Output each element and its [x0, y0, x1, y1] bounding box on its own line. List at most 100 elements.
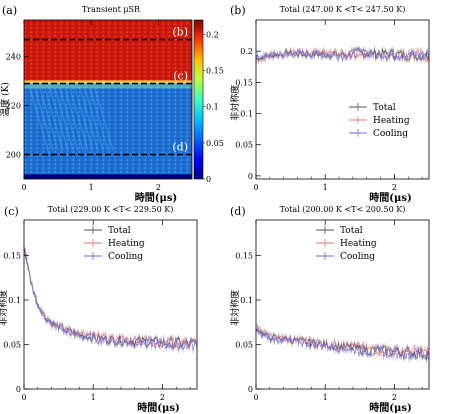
y-tick-label: 0.15 — [235, 252, 253, 261]
colorbar-tick-label: 0 — [206, 175, 211, 184]
y-tick-label: 0.05 — [235, 341, 253, 350]
plot-frame — [255, 219, 430, 390]
panel-label: (c) — [4, 205, 19, 218]
heatmap-band — [24, 82, 192, 175]
y-tick-label: 0 — [16, 385, 21, 394]
stripe — [29, 88, 49, 151]
x-tick-label: 2 — [156, 183, 161, 192]
y-tick-label: 200 — [6, 151, 21, 160]
x-axis-label: 時間(μs) — [135, 191, 177, 204]
chart-title: Total (229.00 K <T< 229.50 K) — [48, 205, 174, 214]
x-tick-label: 1 — [323, 393, 328, 402]
series-line — [255, 324, 430, 359]
panel-label: (b) — [230, 4, 246, 17]
legend-label: Cooling — [108, 252, 143, 262]
x-tick-label: 0 — [253, 183, 258, 192]
y-tick-label: 0.15 — [235, 78, 253, 87]
stripe — [34, 88, 54, 151]
legend-label: Heating — [340, 239, 377, 249]
colorbar-tick-label: 0.2 — [206, 30, 219, 39]
x-axis-label: 時間(μs) — [137, 401, 179, 414]
y-tick-label: 0.05 — [235, 141, 253, 150]
stripe — [69, 88, 89, 151]
dashed-line-label: (d) — [172, 141, 188, 154]
y-tick-label: 0.15 — [3, 252, 21, 261]
y-axis-label: 温度 (K) — [0, 82, 11, 117]
stripe — [54, 88, 74, 151]
y-tick-label: 0 — [248, 172, 253, 181]
stripe — [39, 88, 59, 151]
y-axis-label: 非対称度 — [229, 290, 241, 326]
dashed-line-label: (b) — [172, 26, 188, 39]
colorbar-tick-label: 0.1 — [206, 103, 219, 112]
stripe — [59, 88, 79, 151]
y-tick-label: 0.2 — [240, 47, 253, 56]
x-tick-label: 1 — [89, 183, 94, 192]
stripe — [94, 88, 114, 151]
dashed-line-label: (c) — [173, 70, 188, 83]
legend-label: Total — [373, 103, 396, 113]
stripe — [79, 88, 99, 151]
stripe — [84, 88, 104, 151]
x-tick-label: 1 — [323, 183, 328, 192]
stripe — [89, 88, 109, 151]
y-tick-label: 0.1 — [240, 296, 253, 305]
y-tick-label: 0.1 — [8, 296, 21, 305]
transition-band — [24, 83, 192, 89]
colorbar — [193, 19, 204, 180]
panel-label: (a) — [2, 4, 17, 17]
x-tick-label: 2 — [392, 393, 397, 402]
series-line — [255, 329, 430, 361]
panel-label: (d) — [230, 205, 246, 218]
legend-label: Heating — [108, 239, 145, 249]
x-axis-label: 時間(μs) — [369, 401, 411, 414]
plot-frame — [255, 19, 430, 180]
series-line — [23, 247, 198, 349]
series-line — [255, 47, 430, 63]
y-tick-label: 220 — [6, 102, 21, 111]
legend-label: Total — [108, 226, 131, 236]
x-tick-label: 0 — [253, 393, 258, 402]
panel-a: (a) Transient μSR (b) (c) (d) 0.2 0.15 0.1 0.05 0… — [0, 4, 224, 204]
series-line — [23, 246, 198, 351]
y-axis-label: 非対称度 — [0, 290, 9, 326]
x-tick-label: 0 — [21, 183, 26, 192]
panel-c: (c) Total (229.00 K <T< 229.50 K) Total Hea… — [0, 205, 198, 414]
y-tick-label: 0.05 — [3, 341, 21, 350]
heatmap — [24, 20, 192, 179]
chart-title: Total (200.00 K <T< 200.50 K) — [280, 205, 406, 214]
legend-label: Total — [340, 226, 363, 236]
y-tick-label: 240 — [6, 53, 21, 62]
series-line — [255, 47, 430, 62]
x-tick-label: 2 — [392, 183, 397, 192]
heatmap-band — [24, 174, 192, 179]
panel-d: (d) Total (200.00 K <T< 200.50 K) Total Hea… — [229, 205, 430, 414]
stripe — [49, 88, 69, 151]
series-line — [23, 246, 198, 350]
legend-label: Cooling — [373, 129, 408, 139]
x-tick-label: 2 — [160, 393, 165, 402]
series-group — [255, 322, 430, 363]
x-tick-label: 1 — [91, 393, 96, 402]
plot-frame — [23, 219, 198, 390]
stripe — [64, 88, 84, 151]
plot-frame — [23, 19, 193, 180]
chart-title: Total (247.00 K <T< 247.50 K) — [280, 5, 406, 14]
legend-label: Heating — [373, 116, 410, 126]
y-tick-label: 0 — [248, 385, 253, 394]
stripe — [44, 88, 64, 151]
x-axis-label: 時間(μs) — [369, 191, 411, 204]
colorbar-tick-label: 0.15 — [206, 67, 224, 76]
colorbar-tick-label: 0.05 — [206, 139, 224, 148]
panel-b: (b) Total (247.00 K <T< 247.50 K) Total Hea… — [229, 4, 430, 204]
y-axis-label: 非対称度 — [229, 85, 241, 121]
legend-label: Cooling — [340, 252, 375, 262]
y-tick-label: 0.1 — [240, 110, 253, 119]
stripe — [74, 88, 94, 151]
chart-title: Transient μSR — [82, 5, 141, 14]
heatmap-band — [24, 20, 192, 83]
series-group — [255, 45, 430, 66]
x-tick-label: 0 — [21, 393, 26, 402]
transition-band — [24, 80, 192, 84]
